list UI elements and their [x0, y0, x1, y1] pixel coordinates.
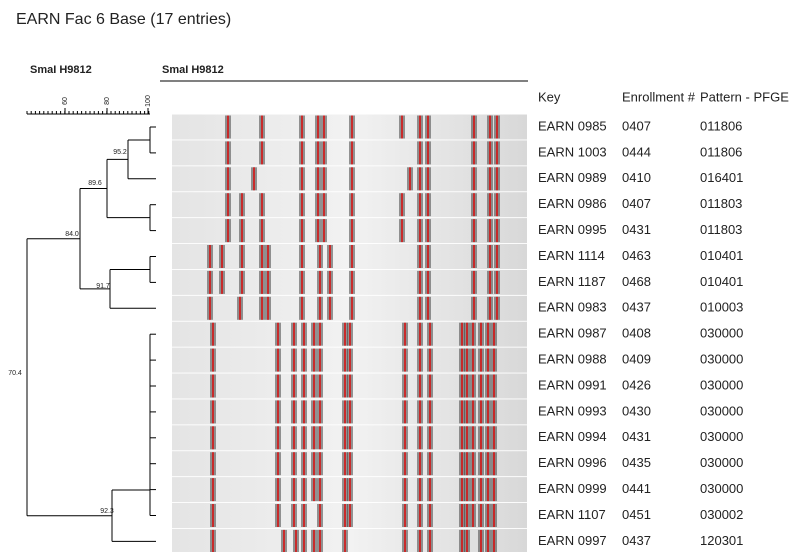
screen: EARN Fac 6 Base (17 entries) SmaI H9812 …: [0, 0, 796, 552]
node-label: 70.4: [8, 370, 22, 377]
scale: 60 80 100: [27, 95, 152, 114]
cell: 011806: [700, 118, 742, 133]
cell: EARN 0983: [538, 300, 607, 315]
column-header: Pattern - PFGE: [700, 89, 789, 104]
cell: 0437: [622, 300, 651, 315]
column-header: Enrollment #: [622, 89, 696, 104]
cell: 0441: [622, 481, 651, 496]
dendrogram: [27, 127, 156, 541]
cell: 030000: [700, 481, 743, 496]
cell: EARN 0997: [538, 533, 607, 548]
cell: 010401: [700, 274, 743, 289]
cell: 030000: [700, 455, 743, 470]
cell: EARN 1114: [538, 248, 605, 263]
cell: EARN 1187: [538, 274, 606, 289]
cell: EARN 0994: [538, 429, 607, 444]
lane: [172, 529, 527, 552]
cell: 0451: [622, 507, 651, 522]
cell: EARN 0995: [538, 222, 607, 237]
node-label: 92.3: [100, 508, 114, 515]
column-header: Key: [538, 89, 561, 104]
cell: 120301: [700, 533, 743, 548]
cell: 0431: [622, 222, 651, 237]
title: EARN Fac 6 Base (17 entries): [16, 11, 231, 28]
cell: EARN 0999: [538, 481, 607, 496]
node-label: 95.2: [113, 149, 127, 156]
cell: 016401: [700, 170, 743, 185]
cell: 0409: [622, 352, 651, 367]
cell: 030000: [700, 377, 743, 392]
cell: 0468: [622, 274, 651, 289]
node-label: 84.0: [65, 231, 79, 238]
gel: [172, 115, 527, 552]
cell: 0430: [622, 403, 651, 418]
cell: EARN 0986: [538, 196, 607, 211]
scale-label: 60: [62, 97, 69, 105]
cell: 0407: [622, 118, 651, 133]
cell: 0437: [622, 533, 651, 548]
cell: 0408: [622, 326, 651, 341]
cell: 030000: [700, 429, 743, 444]
cell: 011806: [700, 144, 742, 159]
cell: 0426: [622, 377, 651, 392]
cell: 010401: [700, 248, 743, 263]
cell: 030000: [700, 352, 743, 367]
node-label: 89.6: [88, 180, 102, 187]
tree-label: SmaI H9812: [30, 64, 92, 76]
cell: EARN 0985: [538, 118, 607, 133]
cell: 030002: [700, 507, 743, 522]
cell: EARN 1003: [538, 144, 607, 159]
node-label: 91.7: [96, 283, 110, 290]
scale-label: 80: [104, 97, 111, 105]
cell: 0435: [622, 455, 651, 470]
cell: 010003: [700, 300, 743, 315]
cell: 0410: [622, 170, 651, 185]
cell: 0407: [622, 196, 651, 211]
cell: 011803: [700, 196, 742, 211]
cell: EARN 1107: [538, 507, 606, 522]
table: Key Enrollment # Pattern - PFGE EARN 0985 04…: [538, 89, 789, 547]
cell: EARN 0996: [538, 455, 607, 470]
cell: 030000: [700, 403, 743, 418]
cell: 011803: [700, 222, 742, 237]
cell: EARN 0991: [538, 377, 607, 392]
scale-label: 100: [145, 95, 152, 107]
cell: 0463: [622, 248, 651, 263]
cell: EARN 0993: [538, 403, 607, 418]
gel-label: SmaI H9812: [162, 64, 224, 76]
cell: EARN 0987: [538, 326, 607, 341]
cell: EARN 0988: [538, 352, 607, 367]
cell: 0431: [622, 429, 651, 444]
cell: 0444: [622, 144, 651, 159]
cell: 030000: [700, 326, 743, 341]
cell: EARN 0989: [538, 170, 607, 185]
